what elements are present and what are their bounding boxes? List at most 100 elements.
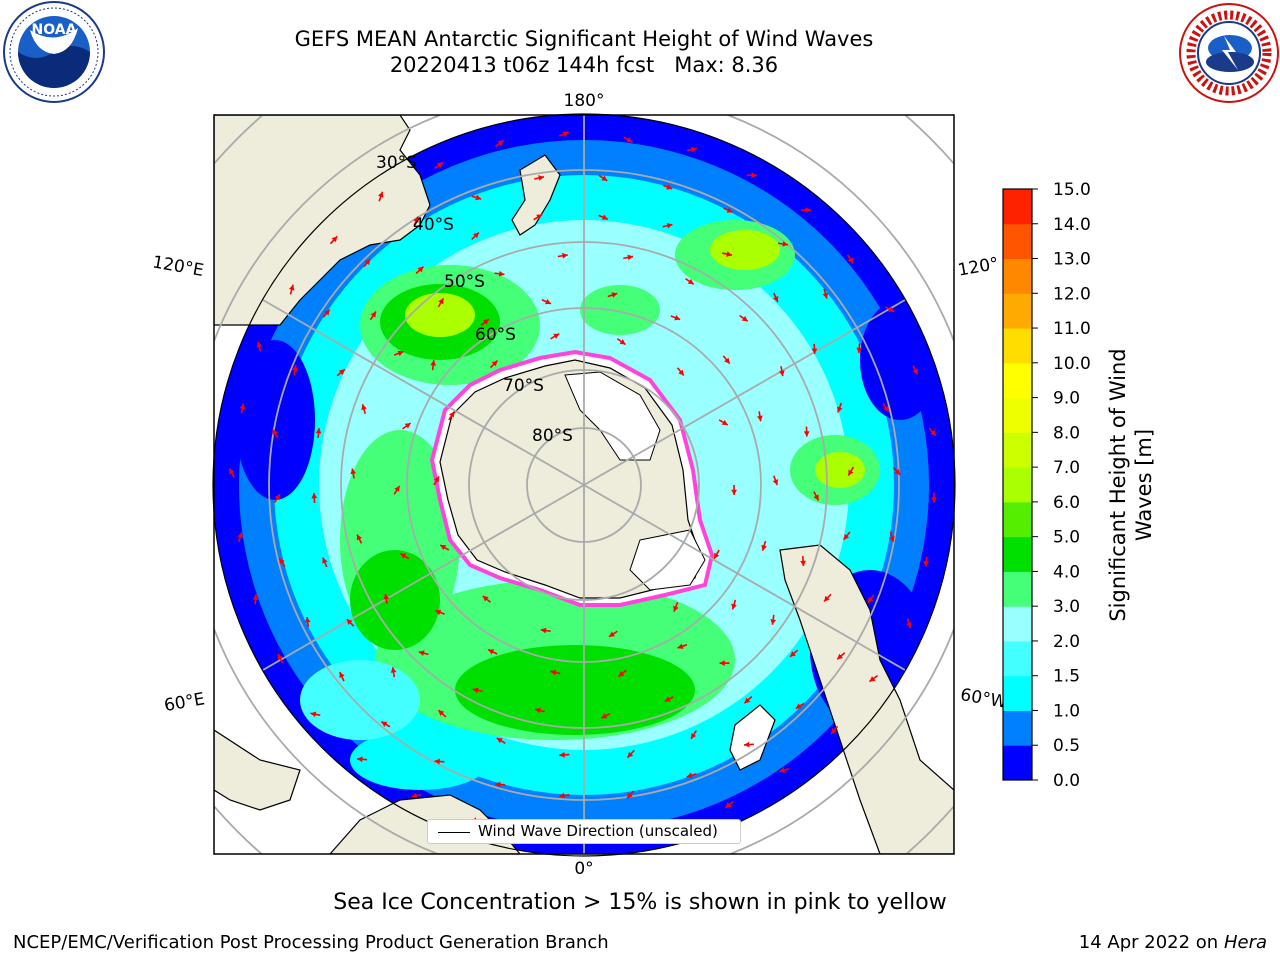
legend-label: Wind Wave Direction (unscaled) bbox=[478, 822, 718, 840]
lat-label-30s: 30°S bbox=[376, 153, 417, 173]
wave-direction-arrowhead bbox=[790, 651, 796, 657]
wave-direction-arrowhead bbox=[831, 728, 837, 735]
wave-direction-arrowhead bbox=[346, 619, 353, 625]
colorbar-tick-label: 15.0 bbox=[1053, 180, 1091, 200]
lat-label-60s: 60°S bbox=[475, 325, 516, 345]
wave-direction-arrowhead bbox=[438, 298, 444, 305]
wave-direction-arrowhead bbox=[559, 752, 565, 758]
wave-direction-arrowhead bbox=[744, 697, 751, 704]
colorbar-segment bbox=[1003, 258, 1032, 294]
wind-wave-vectors bbox=[228, 131, 937, 840]
map-legend: Wind Wave Direction (unscaled) bbox=[427, 819, 741, 844]
wave-direction-arrowhead bbox=[540, 627, 547, 634]
colorbar-tick-label: 12.0 bbox=[1053, 284, 1091, 304]
wave-direction-arrowhead bbox=[627, 792, 633, 799]
noaa-logo-text: NOAA bbox=[32, 22, 77, 38]
wave-direction-arrowhead bbox=[361, 404, 367, 411]
wave-direction-arrowhead bbox=[288, 284, 295, 291]
wave-direction-arrowhead bbox=[272, 429, 278, 436]
colorbar-segment bbox=[1003, 189, 1032, 225]
wave-direction-arrowhead bbox=[430, 360, 437, 366]
wave-direction-arrowhead bbox=[535, 707, 541, 714]
wave-direction-arrowhead bbox=[906, 622, 912, 629]
wave-direction-arrowhead bbox=[324, 309, 330, 316]
wave-direction-arrowhead bbox=[483, 319, 490, 325]
wave-direction-arrowhead bbox=[473, 232, 479, 239]
wave-direction-arrowhead bbox=[836, 406, 843, 413]
wave-direction-arrowhead bbox=[356, 534, 362, 541]
colorbar-tick-label: 1.0 bbox=[1053, 701, 1080, 721]
wave-direction-arrowhead bbox=[315, 428, 322, 434]
wave-direction-arrowhead bbox=[691, 146, 697, 153]
noaa-logo-icon: NOAA bbox=[3, 1, 105, 103]
sea-ice-caption: Sea Ice Concentration > 15% is shown in … bbox=[333, 890, 947, 915]
colorbar-tick-label: 5.0 bbox=[1053, 528, 1080, 548]
wave-direction-arrowhead bbox=[559, 792, 566, 799]
wave-direction-arrowhead bbox=[239, 403, 246, 410]
colorbar-segment bbox=[1003, 293, 1032, 329]
colorbar-label-line2: Waves [m] bbox=[1132, 429, 1156, 541]
lat-label-50s: 50°S bbox=[444, 272, 485, 292]
wave-direction-arrowhead bbox=[440, 545, 447, 551]
wave-direction-arrowhead bbox=[690, 732, 697, 739]
colorbar-tick-label: 9.0 bbox=[1053, 389, 1080, 409]
wave-direction-arrowhead bbox=[837, 653, 844, 660]
colorbar-tick-label: 10.0 bbox=[1053, 354, 1091, 374]
wave-direction-arrowhead bbox=[436, 162, 443, 168]
wave-direction-arrowhead bbox=[678, 369, 684, 376]
wave-direction-arrowhead bbox=[237, 532, 243, 539]
colorbar-label-line1: Significant Height of Wind bbox=[1106, 348, 1130, 621]
wave-direction-arrowhead bbox=[562, 131, 569, 137]
wave-direction-arrowhead bbox=[475, 194, 482, 201]
wave-direction-arrowhead bbox=[627, 254, 634, 261]
wave-direction-arrowhead bbox=[724, 357, 730, 364]
wave-direction-arrowhead bbox=[609, 631, 616, 637]
wave-direction-arrowhead bbox=[666, 222, 673, 229]
footer-credit: NCEP/EMC/Verification Post Processing Pr… bbox=[13, 932, 609, 953]
wave-direction-arrowhead bbox=[304, 617, 311, 623]
wave-direction-arrowhead bbox=[822, 292, 829, 299]
colorbar-tick-label: 0.5 bbox=[1053, 736, 1080, 756]
colorbar-segment bbox=[1003, 675, 1032, 711]
south-america-tip bbox=[830, 115, 954, 300]
wave-direction-arrowhead bbox=[381, 721, 388, 727]
wave-direction-arrowhead bbox=[277, 653, 283, 660]
colorbar-tick-label: 4.0 bbox=[1053, 562, 1080, 582]
wave-direction-arrowhead bbox=[773, 296, 779, 303]
wave-direction-arrowhead bbox=[435, 609, 442, 616]
wave-direction-arrowhead bbox=[626, 137, 633, 143]
wave-direction-arrowhead bbox=[731, 603, 737, 610]
australia bbox=[214, 115, 431, 326]
chart-title: GEFS MEAN Antarctic Significant Height o… bbox=[294, 27, 874, 51]
wave-direction-arrowhead bbox=[495, 781, 501, 788]
wave-direction-arrowhead bbox=[411, 792, 418, 799]
wave-direction-arrowhead bbox=[800, 560, 806, 567]
colorbar-segment bbox=[1003, 640, 1032, 677]
colorbar-tick-label: 3.0 bbox=[1053, 597, 1080, 617]
wave-direction-arrowhead bbox=[357, 756, 363, 763]
wave-direction-arrowhead bbox=[725, 802, 732, 808]
wave-direction-arrowhead bbox=[397, 350, 404, 357]
wave-direction-arrowhead bbox=[726, 207, 733, 213]
wave-direction-arrowhead bbox=[482, 595, 489, 602]
wave-direction-arrowhead bbox=[847, 257, 853, 264]
wave-direction-arrowhead bbox=[743, 741, 750, 748]
wave-direction-arrowhead bbox=[418, 650, 425, 656]
wave-direction-arrowhead bbox=[805, 207, 811, 214]
colorbar-tick-label: 0.0 bbox=[1053, 771, 1080, 791]
wave-direction-arrowhead bbox=[562, 252, 568, 259]
wave-direction-arrowhead bbox=[498, 270, 505, 277]
graticule bbox=[214, 115, 954, 854]
wave-direction-arrowhead bbox=[770, 619, 777, 625]
wave-direction-arrowhead bbox=[931, 497, 937, 503]
wave-direction-arrowhead bbox=[256, 341, 263, 348]
wave-direction-arrowhead bbox=[404, 423, 411, 429]
wave-direction-arrowhead bbox=[601, 175, 608, 181]
wave-direction-arrowhead bbox=[364, 259, 371, 265]
colorbar-segment bbox=[1003, 745, 1032, 781]
wave-direction-arrowhead bbox=[350, 468, 357, 475]
wave-direction-arrowhead bbox=[741, 315, 748, 322]
footer-host: Hera bbox=[1223, 932, 1267, 953]
colorbar-segment bbox=[1003, 606, 1032, 642]
wave-direction-arrowhead bbox=[491, 360, 498, 367]
